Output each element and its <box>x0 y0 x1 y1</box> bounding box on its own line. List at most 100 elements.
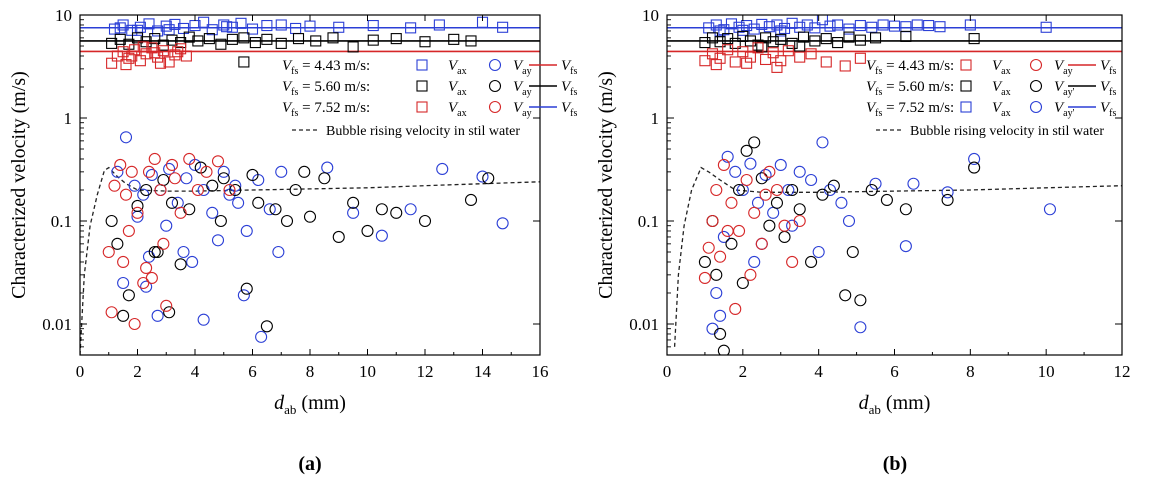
square-point <box>794 40 806 52</box>
circle-point <box>260 320 273 333</box>
legend-vfs-value: = 5.60 m/s: <box>298 79 370 95</box>
legend-ax-sub: ax <box>457 108 466 119</box>
circle-point <box>154 183 167 197</box>
square-point <box>140 48 152 60</box>
circle-point <box>232 196 245 209</box>
x-tick-label: 16 <box>532 362 549 381</box>
legend-vax-label: Vax <box>992 100 1011 119</box>
square-point <box>888 20 901 32</box>
legend-vfs-label: Vfs = 7.52 m/s: <box>282 100 370 119</box>
legend-ay-sub: ay' <box>1063 108 1074 119</box>
circle-point <box>899 240 912 253</box>
square-point <box>126 50 138 62</box>
circle-point <box>907 177 920 190</box>
square-point <box>760 32 772 44</box>
circle-point <box>151 309 164 322</box>
square-point <box>131 24 144 36</box>
square-point <box>934 21 946 33</box>
square-point <box>854 19 866 32</box>
square-point <box>347 41 359 53</box>
circle-point <box>183 203 196 216</box>
circle-point <box>805 255 818 269</box>
circle-point <box>755 237 768 250</box>
square-point <box>497 21 509 33</box>
legend-v: V <box>1100 79 1111 95</box>
square-point <box>206 24 218 36</box>
legend-v: V <box>448 58 459 74</box>
legend-fs-sub: fs <box>875 108 882 119</box>
circle-point <box>812 245 825 259</box>
circle-point <box>174 258 187 271</box>
square-point <box>310 35 322 47</box>
circle-point <box>763 165 776 178</box>
x-tick-label: 8 <box>966 362 975 381</box>
circle-point <box>706 214 719 228</box>
circle-point <box>767 206 780 219</box>
y-tick-label: 1 <box>64 109 73 128</box>
x-axis-title-symbol: d <box>859 392 870 414</box>
circle-point <box>252 196 265 209</box>
circle-point <box>869 177 882 190</box>
legend-v: V <box>1054 79 1065 95</box>
circle-point <box>280 214 294 228</box>
circle-point <box>214 214 227 228</box>
circle-point <box>142 165 156 178</box>
circle-point <box>1043 203 1057 216</box>
panel-a: 0 2 4 6 8 10 12 14 16 0.01 0.1 1 10 dab (mm) Character… <box>8 6 578 475</box>
legend-v: V <box>282 79 293 95</box>
circle-point <box>941 186 954 199</box>
circle-point <box>240 282 253 295</box>
square-point <box>169 49 181 61</box>
x-axis-title-unit: (mm) <box>296 392 345 414</box>
legend-vay-label: Vay <box>513 58 532 77</box>
circle-point <box>160 219 173 232</box>
circle-point <box>729 302 742 315</box>
series-4 <box>698 136 981 355</box>
square-point <box>869 32 882 44</box>
circle-point <box>217 165 230 178</box>
square-point <box>794 51 806 63</box>
square-point <box>816 15 829 26</box>
circle-point <box>119 188 133 201</box>
circle-point <box>157 173 170 187</box>
legend-ay-sub: ay <box>522 66 531 77</box>
circle-point <box>710 286 723 300</box>
legend-vay-label: Vay <box>1054 58 1073 77</box>
square-point <box>215 38 227 50</box>
square-point <box>448 33 460 45</box>
square-point <box>771 61 783 73</box>
circle-point <box>131 206 144 219</box>
circle-point <box>151 245 164 259</box>
circle-point <box>303 210 317 223</box>
square-point <box>729 56 741 68</box>
legend-fs-sub: fs <box>1109 108 1116 119</box>
circle-point <box>131 199 144 212</box>
legend-vay-label: Vay' <box>1054 100 1075 119</box>
legend-vfs-value: = 7.52 m/s: <box>882 100 954 116</box>
square-point <box>699 55 711 67</box>
plot-area <box>80 16 540 355</box>
circle-point <box>140 183 153 197</box>
square-point <box>123 52 135 64</box>
circle-point <box>361 224 374 238</box>
legend-v: V <box>561 100 572 116</box>
series-4 <box>105 161 495 333</box>
square-point <box>839 60 851 72</box>
square-point <box>175 43 187 55</box>
square-point <box>809 22 821 34</box>
square-point <box>333 21 345 33</box>
legend-vfs-value: = 5.60 m/s: <box>882 79 954 95</box>
legend-vfs-label: Vfs = 5.60 m/s: <box>282 79 370 98</box>
square-point <box>405 22 417 34</box>
series-0 <box>703 15 1052 37</box>
circle-point <box>318 172 331 185</box>
square-point <box>756 41 768 53</box>
circle-point <box>793 165 806 178</box>
square-point <box>134 21 146 33</box>
y-axis-title: Characterized velocity (m/s) <box>595 71 617 299</box>
legend-ax-sub: ax <box>1001 108 1010 119</box>
circle-point <box>721 224 734 238</box>
circle-point <box>117 309 130 322</box>
